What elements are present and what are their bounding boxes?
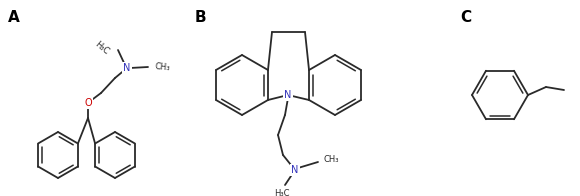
Text: O: O — [84, 98, 92, 108]
Text: CH₃: CH₃ — [323, 155, 339, 164]
Text: N: N — [124, 63, 130, 73]
Text: A: A — [8, 10, 20, 25]
Text: H₃C: H₃C — [92, 40, 110, 56]
Text: C: C — [460, 10, 471, 25]
Text: B: B — [195, 10, 206, 25]
Text: CH₃: CH₃ — [154, 62, 170, 72]
Text: N: N — [291, 165, 299, 175]
Text: N: N — [284, 90, 292, 100]
Text: H₃C: H₃C — [274, 189, 290, 196]
